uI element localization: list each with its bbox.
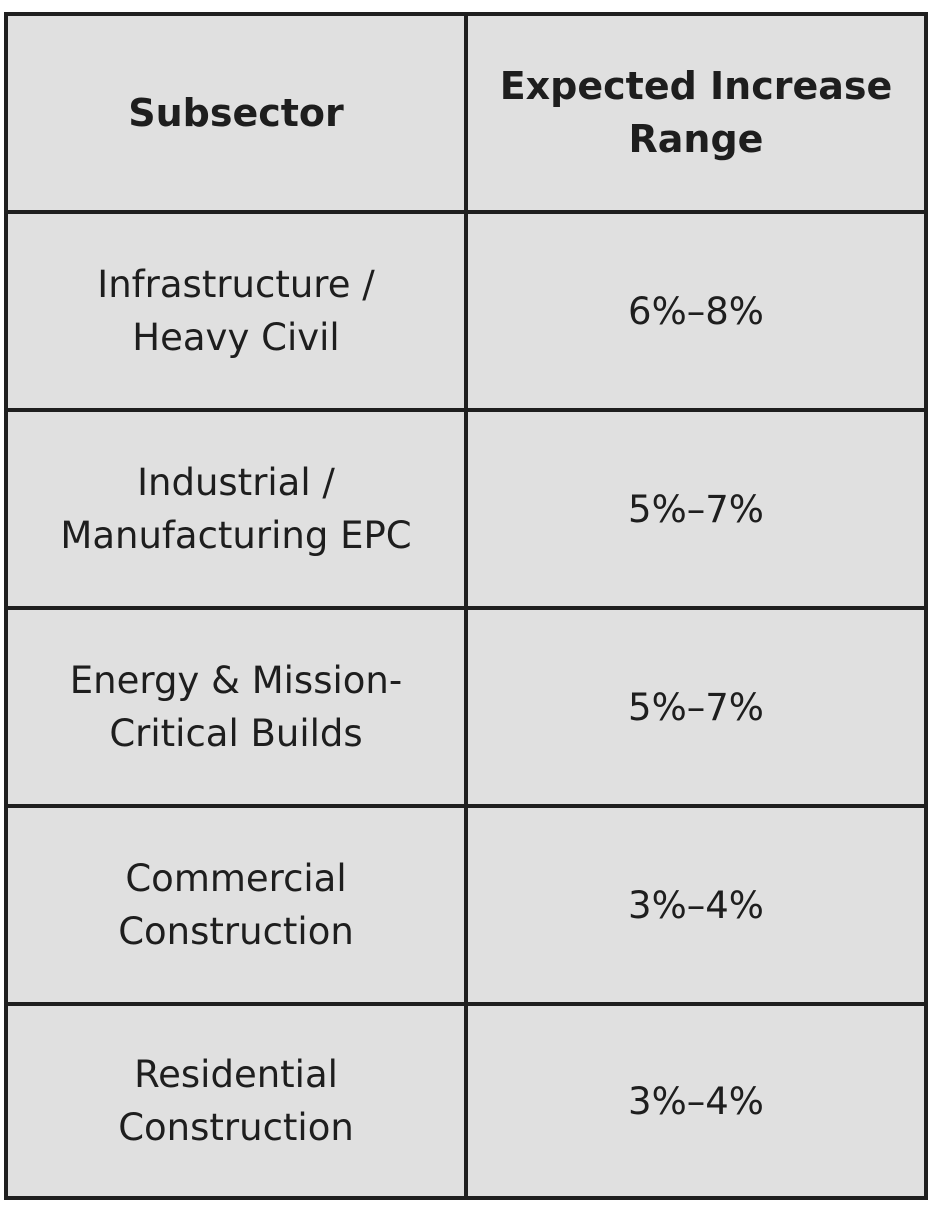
table-cell-range: 3%–4%: [468, 1006, 924, 1196]
range-text: 6%–8%: [628, 289, 764, 333]
subsector-text: Residential Construction: [118, 1053, 354, 1149]
table-cell-subsector: Industrial / Manufacturing EPC: [8, 412, 468, 610]
table-cell-subsector: Commercial Construction: [8, 808, 468, 1006]
subsector-text: Infrastructure / Heavy Civil: [97, 263, 375, 359]
table-cell-range: 3%–4%: [468, 808, 924, 1006]
table-cell-range: 5%–7%: [468, 412, 924, 610]
table-cell-subsector: Infrastructure / Heavy Civil: [8, 214, 468, 412]
header-subsector-label: Subsector: [128, 90, 344, 135]
table-cell-range: 5%–7%: [468, 610, 924, 808]
subsector-increase-table: Subsector Expected Increase Range Infras…: [4, 12, 928, 1200]
header-range-label: Expected Increase Range: [499, 64, 893, 161]
subsector-text: Commercial Construction: [118, 857, 354, 953]
range-text: 3%–4%: [628, 883, 764, 927]
range-text: 5%–7%: [628, 685, 764, 729]
subsector-text: Industrial / Manufacturing EPC: [60, 461, 412, 557]
range-text: 3%–4%: [628, 1079, 764, 1123]
table-cell-subsector: Energy & Mission- Critical Builds: [8, 610, 468, 808]
table-cell-subsector: Residential Construction: [8, 1006, 468, 1196]
table-cell-range: 6%–8%: [468, 214, 924, 412]
subsector-text: Energy & Mission- Critical Builds: [69, 659, 403, 755]
range-text: 5%–7%: [628, 487, 764, 531]
header-expected-increase-range: Expected Increase Range: [468, 16, 924, 214]
header-subsector: Subsector: [8, 16, 468, 214]
